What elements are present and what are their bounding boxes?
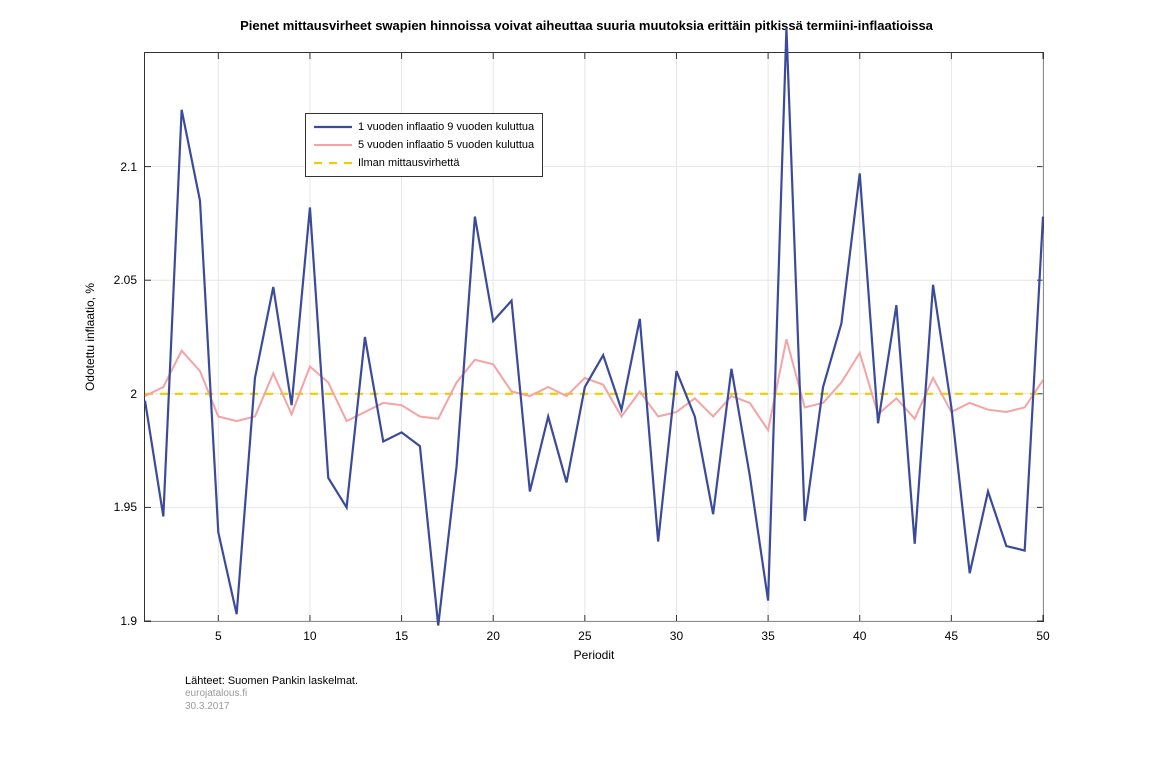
footer-date: 30.3.2017: [185, 700, 358, 713]
xtick-label: 35: [761, 629, 774, 643]
legend-swatch-blue: [314, 120, 352, 134]
series_blue: [145, 28, 1043, 626]
ytick-label: 1.9: [120, 614, 137, 628]
series_pink: [145, 339, 1043, 430]
x-axis-label: Periodit: [144, 648, 1044, 662]
xtick-label: 20: [487, 629, 500, 643]
legend-swatch-pink: [314, 138, 352, 152]
ytick-label: 2.05: [114, 273, 137, 287]
ytick-label: 2: [130, 387, 137, 401]
y-axis-label-container: Odotettu inflaatio, %: [82, 52, 98, 622]
ytick-label: 2.1: [120, 160, 137, 174]
legend: 1 vuoden inflaatio 9 vuoden kuluttua 5 v…: [305, 113, 543, 177]
xtick-label: 10: [303, 629, 316, 643]
xtick-label: 40: [853, 629, 866, 643]
xtick-label: 15: [395, 629, 408, 643]
legend-label-blue: 1 vuoden inflaatio 9 vuoden kuluttua: [358, 121, 534, 133]
legend-label-yellow: Ilman mittausvirhettä: [358, 157, 459, 169]
xtick-label: 5: [215, 629, 222, 643]
xtick-label: 25: [578, 629, 591, 643]
chart-title: Pienet mittausvirheet swapien hinnoissa …: [0, 18, 1173, 33]
footer-source: Lähteet: Suomen Pankin laskelmat.: [185, 675, 358, 687]
legend-item-yellow: Ilman mittausvirhettä: [314, 154, 534, 172]
y-axis-label: Odotettu inflaatio, %: [83, 283, 97, 391]
legend-item-pink: 5 vuoden inflaatio 5 vuoden kuluttua: [314, 136, 534, 154]
lines-layer: [145, 53, 1043, 621]
plot-area: 1 vuoden inflaatio 9 vuoden kuluttua 5 v…: [144, 52, 1044, 622]
legend-label-pink: 5 vuoden inflaatio 5 vuoden kuluttua: [358, 139, 534, 151]
legend-swatch-yellow: [314, 156, 352, 170]
legend-item-blue: 1 vuoden inflaatio 9 vuoden kuluttua: [314, 118, 534, 136]
xtick-label: 50: [1036, 629, 1049, 643]
figure: Pienet mittausvirheet swapien hinnoissa …: [0, 0, 1173, 774]
footer: Lähteet: Suomen Pankin laskelmat. euroja…: [185, 675, 358, 713]
xtick-label: 30: [670, 629, 683, 643]
ytick-label: 1.95: [114, 500, 137, 514]
xtick-label: 45: [945, 629, 958, 643]
footer-site: eurojatalous.fi: [185, 687, 358, 700]
